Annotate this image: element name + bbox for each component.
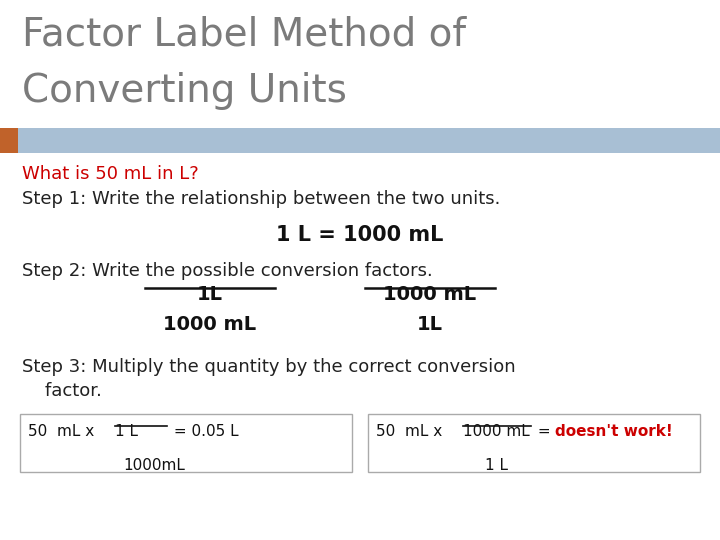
Text: What is 50 mL in L?: What is 50 mL in L? xyxy=(22,165,199,183)
Text: factor.: factor. xyxy=(22,382,102,400)
Text: 1000 mL: 1000 mL xyxy=(163,315,256,334)
Bar xyxy=(0,128,720,153)
Text: 1000 mL: 1000 mL xyxy=(384,285,477,304)
Text: 1000 mL: 1000 mL xyxy=(463,424,530,439)
Text: =: = xyxy=(533,424,556,439)
Text: 50  mL x: 50 mL x xyxy=(376,424,447,439)
Text: 1 L: 1 L xyxy=(115,424,138,439)
Text: 1L: 1L xyxy=(417,315,443,334)
Bar xyxy=(20,414,352,472)
Text: 1000mL: 1000mL xyxy=(123,458,185,473)
Text: 1L: 1L xyxy=(197,285,223,304)
Text: Factor Label Method of: Factor Label Method of xyxy=(22,15,466,53)
Bar xyxy=(0,128,18,153)
Text: doesn't work!: doesn't work! xyxy=(555,424,672,439)
Text: Step 1: Write the relationship between the two units.: Step 1: Write the relationship between t… xyxy=(22,190,500,208)
Text: 1 L = 1000 mL: 1 L = 1000 mL xyxy=(276,225,444,245)
Text: Step 3: Multiply the quantity by the correct conversion: Step 3: Multiply the quantity by the cor… xyxy=(22,358,516,376)
Text: Step 2: Write the possible conversion factors.: Step 2: Write the possible conversion fa… xyxy=(22,262,433,280)
Text: 50  mL x: 50 mL x xyxy=(28,424,99,439)
Text: 1 L: 1 L xyxy=(485,458,508,473)
Bar xyxy=(368,414,700,472)
Text: = 0.05 L: = 0.05 L xyxy=(169,424,238,439)
Text: Converting Units: Converting Units xyxy=(22,72,347,110)
